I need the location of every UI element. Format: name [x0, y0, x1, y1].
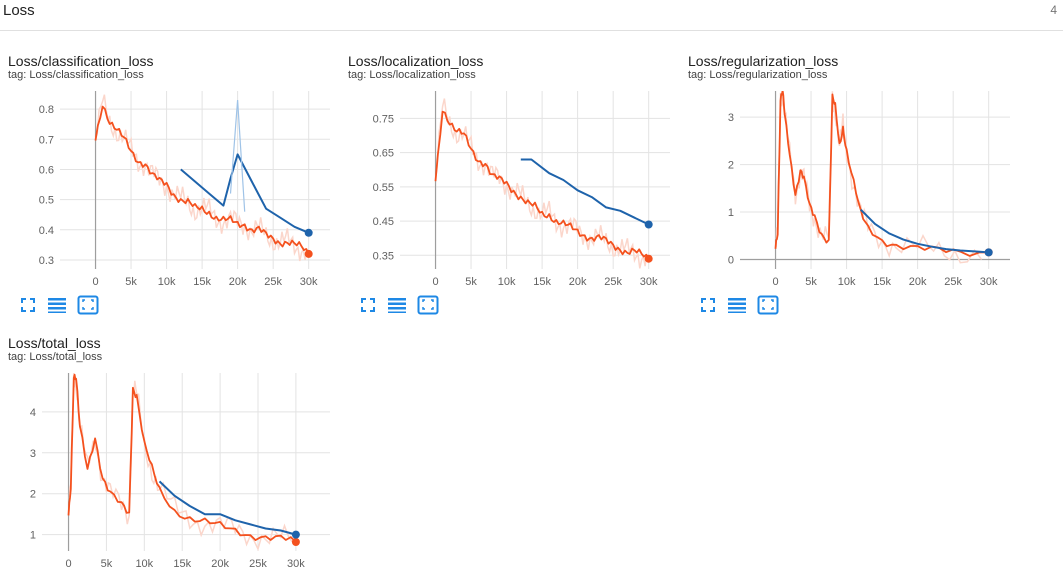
x-tick-label: 5k: [465, 276, 477, 288]
x-tick-label: 25k: [249, 558, 267, 570]
y-tick-label: 0.65: [373, 148, 394, 160]
chart-count: 4: [1050, 3, 1057, 17]
series-smoothed-line: [67, 373, 297, 543]
chart-card-regularization-loss: Loss/regularization_loss tag: Loss/regul…: [688, 53, 1018, 331]
x-tick-label: 25k: [604, 276, 622, 288]
fullscreen-icon[interactable]: [357, 294, 379, 316]
fullscreen-icon[interactable]: [697, 294, 719, 316]
series-run2-end-point: [644, 220, 653, 229]
x-tick-label: 30k: [300, 276, 318, 288]
x-tick-label: 15k: [533, 276, 551, 288]
fit-domain-icon[interactable]: [417, 294, 439, 316]
chart-title: Loss/total_loss: [8, 335, 101, 351]
y-tick-label: 0.35: [373, 250, 394, 262]
series-run2-line: [860, 208, 989, 254]
x-tick-label: 25k: [264, 276, 282, 288]
x-tick-label: 10k: [838, 276, 856, 288]
series-end-point: [644, 254, 653, 263]
series-end-point: [304, 249, 313, 258]
chart-title: Loss/regularization_loss: [688, 53, 839, 69]
y-tick-label: 3: [30, 448, 36, 460]
chart-card-localization-loss: Loss/localization_loss tag: Loss/localiz…: [348, 53, 678, 331]
x-tick-label: 0: [65, 558, 71, 570]
series-end-point: [291, 537, 300, 546]
y-tick-label: 0.7: [39, 134, 54, 146]
series-raw-line: [94, 94, 308, 262]
section-header: Loss 4: [0, 0, 1063, 31]
chart-card-classification-loss: Loss/classification_loss tag: Loss/class…: [8, 53, 338, 331]
x-tick-label: 0: [92, 276, 98, 288]
line-chart[interactable]: 1 2 3 4 0 5k 10k 15k 20k 25k 30k: [8, 369, 338, 579]
x-tick-label: 10k: [498, 276, 516, 288]
series-run2-end-point: [984, 248, 993, 257]
series-run2-end-point: [304, 228, 313, 237]
chart-title: Loss/classification_loss: [8, 53, 154, 69]
y-tick-label: 0: [728, 255, 734, 267]
y-tick-label: 0.55: [373, 182, 394, 194]
y-tick-label: 0.6: [39, 164, 54, 176]
series-run2-end-point: [291, 530, 300, 539]
y-tick-label: 0.75: [373, 113, 394, 125]
x-tick-label: 0: [772, 276, 778, 288]
line-chart[interactable]: 0.3 0.4 0.5 0.6 0.7 0.8 0 5k 10k 15k 20k 25k 30k: [8, 87, 338, 297]
series-smoothed-line: [94, 105, 310, 255]
y-tick-label: 1: [30, 530, 36, 542]
series-run2-line: [180, 153, 310, 234]
plot-layer: [94, 94, 310, 262]
x-tick-label: 0: [432, 276, 438, 288]
x-tick-label: 10k: [135, 558, 153, 570]
chart-tag: tag: Loss/total_loss: [8, 351, 103, 363]
series-run2-line: [158, 480, 297, 536]
y-tick-label: 0.8: [39, 104, 54, 116]
x-tick-label: 25k: [944, 276, 962, 288]
toggle-log-scale-icon[interactable]: [46, 294, 68, 316]
x-tick-label: 5k: [101, 558, 113, 570]
chart-tag: tag: Loss/localization_loss: [348, 69, 476, 81]
x-tick-label: 30k: [980, 276, 998, 288]
x-tick-label: 5k: [125, 276, 137, 288]
line-chart[interactable]: 0.35 0.45 0.55 0.65 0.75 0 5k 10k 15k 20k 25k 30k: [348, 87, 678, 297]
series-raw-line: [67, 373, 293, 551]
chart-card-total-loss: Loss/total_loss tag: Loss/total_loss 1 2 3…: [8, 335, 338, 578]
y-tick-label: 0.5: [39, 195, 54, 207]
fit-domain-icon[interactable]: [757, 294, 779, 316]
plot-layer: [67, 373, 297, 551]
x-tick-label: 15k: [873, 276, 891, 288]
x-tick-label: 20k: [229, 276, 247, 288]
y-tick-label: 2: [30, 489, 36, 501]
chart-title: Loss/localization_loss: [348, 53, 484, 69]
x-tick-label: 15k: [193, 276, 211, 288]
y-tick-label: 3: [728, 112, 734, 124]
section-title: Loss: [3, 2, 35, 19]
toggle-log-scale-icon[interactable]: [386, 294, 408, 316]
fit-domain-icon[interactable]: [77, 294, 99, 316]
x-tick-label: 30k: [287, 558, 305, 570]
y-tick-label: 0.45: [373, 216, 394, 228]
x-tick-label: 5k: [805, 276, 817, 288]
chart-tag: tag: Loss/classification_loss: [8, 69, 144, 81]
plot-layer: [774, 91, 989, 264]
series-smoothed-line: [434, 110, 650, 260]
toggle-log-scale-icon[interactable]: [726, 294, 748, 316]
y-tick-label: 0.3: [39, 255, 54, 267]
fullscreen-icon[interactable]: [17, 294, 39, 316]
x-tick-label: 10k: [158, 276, 176, 288]
plot-layer: [434, 98, 650, 269]
y-tick-label: 1: [728, 207, 734, 219]
line-chart[interactable]: 0 1 2 3 0 5k 10k 15k 20k 25k 30k: [688, 87, 1018, 297]
x-tick-label: 30k: [640, 276, 658, 288]
chart-tag: tag: Loss/regularization_loss: [688, 69, 828, 81]
x-tick-label: 20k: [569, 276, 587, 288]
series-run2-raw-line: [229, 100, 246, 212]
x-tick-label: 15k: [173, 558, 191, 570]
x-tick-label: 20k: [909, 276, 927, 288]
series-raw-line: [434, 98, 648, 269]
x-tick-label: 20k: [211, 558, 229, 570]
y-tick-label: 4: [30, 407, 36, 419]
series-smoothed-line: [774, 91, 989, 257]
series-run2-line: [520, 158, 650, 226]
y-tick-label: 0.4: [39, 225, 54, 237]
y-tick-label: 2: [728, 160, 734, 172]
